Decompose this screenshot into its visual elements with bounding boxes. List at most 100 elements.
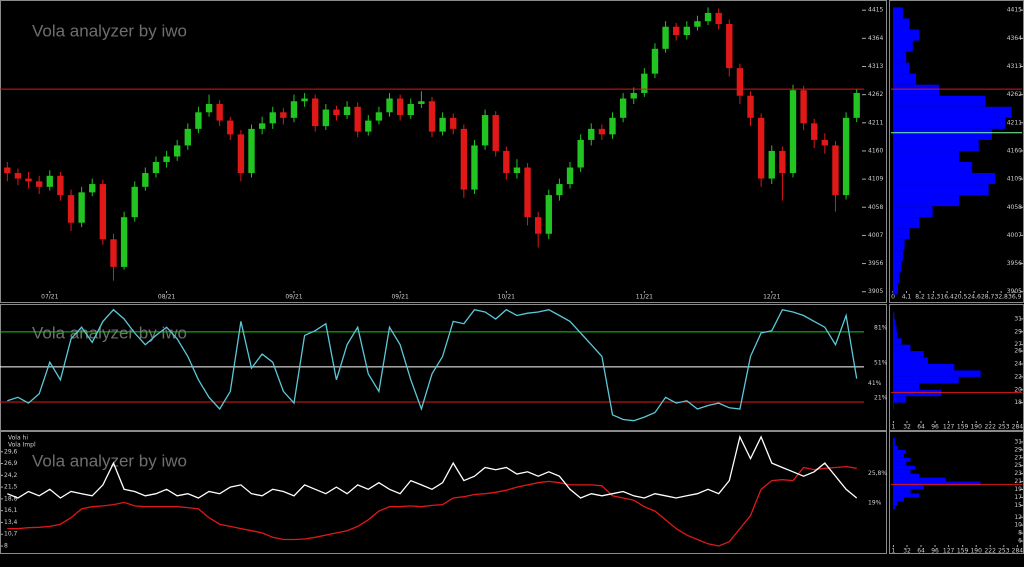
histogram-bar	[893, 150, 959, 162]
histogram-bar	[893, 461, 907, 466]
histogram-bar	[893, 250, 903, 262]
candle-body	[258, 123, 266, 129]
y-tick-label: 6	[1018, 538, 1022, 545]
candle-body	[471, 145, 478, 190]
y-tick-label: 4160	[1007, 147, 1022, 154]
y-tick-label: 8	[4, 543, 8, 550]
y-tick-label: 18	[1014, 399, 1022, 406]
candle-body	[354, 106, 361, 132]
candle-body	[67, 195, 75, 223]
y-tick-label: 4160	[868, 147, 883, 154]
last-value-label: 41%	[868, 380, 882, 387]
histogram-bar	[893, 161, 973, 174]
y-tick-label: 4007	[868, 232, 883, 239]
candle-body	[227, 120, 234, 135]
candle-body	[598, 128, 606, 135]
x-tick-label: 127	[943, 424, 955, 431]
x-tick-label: 12/21	[763, 294, 780, 301]
candle-body	[832, 145, 839, 196]
candle-body	[768, 150, 775, 179]
histogram-bar	[893, 73, 917, 85]
histogram-bar	[893, 29, 920, 41]
histogram-bar	[893, 7, 903, 19]
y-tick-label: 4364	[1007, 35, 1022, 42]
histogram-bar	[893, 331, 898, 339]
candle-body	[25, 178, 32, 182]
candle-body	[630, 92, 637, 99]
candle-body	[333, 109, 340, 116]
candle-body	[662, 26, 669, 49]
x-tick-label: 96	[931, 424, 939, 431]
x-tick-label: 8,2	[915, 294, 925, 301]
candle-body	[800, 90, 807, 124]
y-tick-label: 4211	[868, 119, 883, 126]
histogram-bar	[893, 465, 915, 470]
candle-body	[290, 101, 298, 118]
histogram-bar	[893, 239, 905, 251]
x-tick-label: 24,6	[967, 294, 981, 301]
histogram-bar	[893, 40, 913, 52]
x-tick-label: 16,4	[940, 294, 954, 301]
x-tick-label: 09/21	[285, 294, 302, 301]
histogram-bar	[893, 195, 959, 207]
candle-body	[736, 68, 744, 96]
candle-body	[46, 175, 53, 187]
x-tick-label: 96	[931, 548, 939, 555]
y-tick-label: 15	[1014, 502, 1022, 509]
histogram-bar	[893, 84, 940, 96]
histogram-bar	[893, 18, 910, 30]
y-tick-label: 23	[1014, 470, 1022, 477]
y-tick-label: 4415	[1007, 7, 1022, 14]
x-tick-label: 284	[1012, 548, 1024, 555]
candle-body	[789, 90, 797, 174]
legend-entry: Vola Impl	[8, 442, 36, 449]
candle-body	[747, 95, 754, 118]
candle-body	[14, 173, 22, 179]
level-label: 81%	[874, 324, 888, 331]
histogram-bar	[893, 184, 989, 196]
candle-body	[174, 145, 181, 157]
y-tick-label: 21	[1014, 478, 1022, 485]
histogram-bar	[893, 489, 911, 494]
candle-body	[184, 128, 191, 146]
watermark-title: Vola analyzer by iwo	[32, 21, 187, 40]
candle-body	[4, 167, 11, 174]
y-tick-label: 18,8	[4, 495, 18, 502]
histogram-bar	[893, 501, 898, 506]
y-tick-label: 10,7	[4, 531, 18, 538]
candle-body	[513, 167, 521, 174]
y-tick-label: 4313	[868, 63, 883, 70]
watermark-title: Vola analyzer by iwo	[32, 451, 187, 470]
y-tick-label: 29	[1014, 446, 1022, 453]
y-tick-label: 27	[1014, 341, 1022, 348]
histogram-bar	[893, 453, 904, 458]
candle-body	[726, 23, 733, 69]
candle-body	[110, 239, 117, 267]
x-tick-label: 1	[892, 548, 896, 555]
y-tick-label: 10	[1014, 522, 1022, 529]
candle-body	[301, 98, 308, 102]
histogram-bar	[893, 283, 898, 295]
candle-body	[152, 161, 160, 174]
histogram-bar	[893, 473, 920, 478]
histogram-bar	[893, 402, 894, 410]
candle-body	[142, 173, 149, 187]
x-tick-label: 159	[957, 548, 969, 555]
candle-body	[641, 73, 648, 93]
candle-body	[683, 26, 690, 36]
candle-body	[89, 184, 96, 193]
x-tick-label: 4,1	[902, 294, 912, 301]
candle-body	[460, 128, 468, 190]
candle-body	[619, 98, 627, 118]
candle-body	[322, 109, 330, 127]
last-value-label: 25,8%	[868, 470, 887, 477]
x-tick-label: 159	[957, 424, 969, 431]
histogram-bar	[893, 376, 959, 384]
candle-body	[375, 112, 383, 121]
x-tick-label: 20,5	[954, 294, 968, 301]
x-tick-label: 253	[998, 424, 1010, 431]
histogram-bar	[893, 437, 896, 442]
y-tick-label: 3905	[868, 288, 883, 295]
histogram-bar	[893, 383, 920, 390]
histogram-bar	[893, 351, 924, 358]
